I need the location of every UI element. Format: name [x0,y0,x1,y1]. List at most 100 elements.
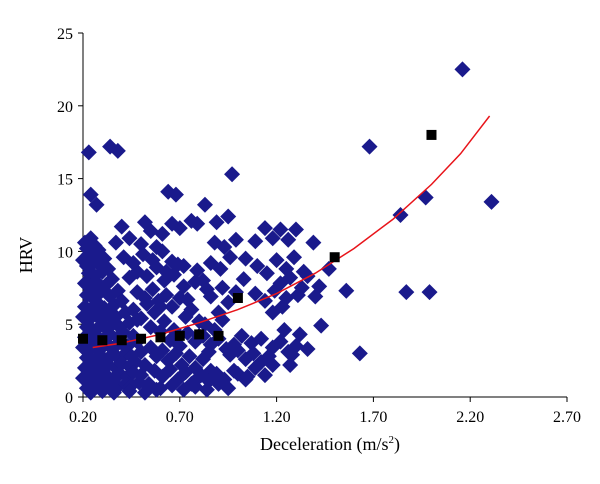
x-tick-label: 0.20 [69,409,97,426]
data-point [105,384,122,401]
data-point [179,291,196,308]
data-point [208,214,225,231]
data-point [138,268,155,285]
data-point [104,271,121,288]
data-point [256,220,273,237]
data-point [167,345,184,362]
data-point [102,371,119,388]
x-axis-title-superscript: 2 [388,434,394,446]
data-point [80,144,97,161]
data-point [198,381,215,398]
y-tick-label: 20 [57,99,73,116]
data-point [196,196,213,213]
data-point [216,239,233,256]
data-point [313,317,330,334]
y-tick-label: 15 [57,172,73,189]
axes: 0 5 10 15 20 25 0.20 0.70 1.20 1.70 2.20 2.70 [57,26,581,426]
data-point [417,189,434,206]
y-tick-label: 0 [65,390,73,407]
data-point [94,383,111,400]
data-point [299,340,316,357]
data-point [156,313,173,330]
mean-marker [155,332,166,343]
data-point [289,287,306,304]
data-point [280,231,297,248]
data-point [214,279,231,296]
data-point [245,345,262,362]
data-point [286,249,303,266]
data-point [226,362,243,379]
data-point [164,298,181,315]
x-tick-label: 1.20 [263,409,291,426]
data-point [264,356,281,373]
data-point [247,285,264,302]
data-point [177,364,194,381]
data-point [144,252,161,269]
data-point [144,281,161,298]
data-point [264,230,281,247]
data-point [152,298,169,315]
x-axis-title-main: Deceleration (m/s [260,434,388,455]
data-point [162,361,179,378]
data-point [274,298,291,315]
x-tick-label: 1.70 [359,409,387,426]
y-tick-label: 25 [57,26,73,43]
data-point [220,380,237,397]
data-point [305,234,322,251]
data-point [109,142,126,159]
data-points [75,61,500,401]
data-point [266,282,283,299]
data-point [284,346,301,363]
data-point [454,61,471,78]
data-point [220,208,237,225]
data-point [256,367,273,384]
data-point [133,236,150,253]
data-point [272,221,289,238]
y-tick-label: 10 [57,244,73,261]
data-point [115,249,132,266]
data-point [235,271,252,288]
mean-marker [97,335,108,346]
data-point [104,346,121,363]
data-point [189,215,206,232]
data-point [195,272,212,289]
data-point [233,327,250,344]
data-point [247,233,264,250]
data-point [229,342,246,359]
data-point [167,186,184,203]
y-axis-title: HRV [16,237,36,274]
data-point [224,166,241,183]
data-point [249,257,266,274]
data-point [136,289,153,306]
data-point [291,326,308,343]
data-point [121,230,138,247]
data-point [351,345,368,362]
data-point [135,246,152,263]
data-point [212,260,229,277]
data-point [392,207,409,223]
data-point [125,255,142,272]
trend-line [92,115,491,349]
x-axis-title: Deceleration (m/s2) [260,434,400,455]
data-point [282,356,299,373]
mean-marker [232,292,243,303]
data-point [200,343,217,360]
data-point [247,359,264,376]
x-tick-label: 2.70 [553,409,581,426]
data-point [237,250,254,267]
mean-marker [116,335,127,346]
data-point [148,239,165,256]
data-point [171,220,188,237]
mean-marker [78,333,88,344]
data-point [268,252,285,269]
mean-marker [426,129,437,140]
data-point [361,138,378,155]
data-point [82,384,99,401]
x-axis-title-close: ) [394,434,400,455]
data-point [287,221,304,238]
data-point [140,378,157,395]
data-point [181,348,198,365]
x-tick-label: 2.20 [456,409,484,426]
data-point [113,218,130,235]
